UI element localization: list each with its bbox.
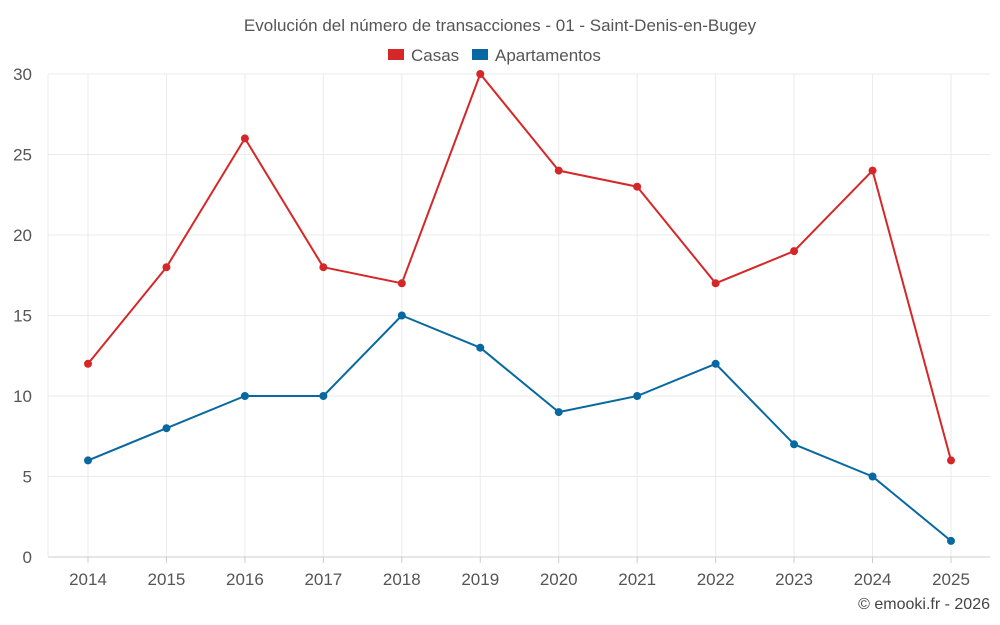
data-point-casas[interactable] xyxy=(240,134,249,143)
data-point-apartamentos[interactable] xyxy=(84,456,92,465)
legend-item-casas[interactable]: Casas xyxy=(388,46,459,65)
grid xyxy=(48,73,990,557)
data-point-casas[interactable] xyxy=(319,263,328,272)
legend-swatch-apartamentos xyxy=(472,49,488,60)
legend-label-casas: Casas xyxy=(411,46,459,65)
data-point-casas[interactable] xyxy=(790,247,799,256)
data-point-casas[interactable] xyxy=(84,359,92,368)
y-tick-label: 30 xyxy=(13,65,32,84)
x-tick-label: 2020 xyxy=(540,570,578,589)
x-tick-label: 2014 xyxy=(69,570,107,589)
y-tick-label: 25 xyxy=(13,146,32,165)
x-axis-ticks: 2014 2015 2016 2017 2018 2019 2020 2021 2022 2023… xyxy=(69,570,970,589)
series-line-apartamentos xyxy=(87,314,952,542)
data-point-casas[interactable] xyxy=(554,166,563,175)
data-point-casas[interactable] xyxy=(476,70,485,78)
data-point-casas[interactable] xyxy=(162,263,171,272)
series-line-casas xyxy=(87,73,952,461)
data-point-apartamentos[interactable] xyxy=(868,472,877,481)
y-axis-ticks: 0 5 10 15 20 25 30 xyxy=(13,65,32,567)
x-tick-label: 2025 xyxy=(932,570,970,589)
y-tick-label: 0 xyxy=(23,548,32,567)
series xyxy=(84,70,955,545)
x-tick-label: 2017 xyxy=(304,570,342,589)
y-tick-label: 15 xyxy=(13,307,32,326)
data-point-apartamentos[interactable] xyxy=(554,408,563,417)
data-point-apartamentos[interactable] xyxy=(319,392,328,400)
data-point-casas[interactable] xyxy=(711,279,720,288)
data-point-apartamentos[interactable] xyxy=(947,536,955,545)
chart-title: Evolución del número de transacciones - … xyxy=(244,16,757,35)
credit-text: © emooki.fr - 2026 xyxy=(858,596,990,613)
x-tick-label: 2022 xyxy=(697,570,735,589)
x-tick-label: 2016 xyxy=(226,570,264,589)
y-tick-label: 5 xyxy=(23,468,32,487)
data-point-apartamentos[interactable] xyxy=(476,343,485,352)
data-point-apartamentos[interactable] xyxy=(162,424,171,433)
data-point-casas[interactable] xyxy=(397,279,406,288)
data-point-apartamentos[interactable] xyxy=(240,392,249,400)
legend: Casas Apartamentos xyxy=(388,46,601,65)
data-point-casas[interactable] xyxy=(868,166,877,175)
x-tick-label: 2021 xyxy=(618,570,656,589)
data-point-casas[interactable] xyxy=(947,456,955,465)
y-tick-label: 10 xyxy=(13,387,32,406)
y-tick-label: 20 xyxy=(13,226,32,245)
data-point-casas[interactable] xyxy=(633,182,642,191)
x-tick-label: 2023 xyxy=(775,570,813,589)
legend-swatch-casas xyxy=(388,49,404,60)
data-point-apartamentos[interactable] xyxy=(397,311,406,320)
data-point-apartamentos[interactable] xyxy=(633,392,642,400)
axes xyxy=(47,74,990,563)
data-point-apartamentos[interactable] xyxy=(790,440,799,449)
data-point-apartamentos[interactable] xyxy=(711,359,720,368)
legend-label-apartamentos: Apartamentos xyxy=(495,46,601,65)
legend-item-apartamentos[interactable]: Apartamentos xyxy=(472,46,601,65)
x-tick-label: 2024 xyxy=(854,570,892,589)
x-tick-label: 2019 xyxy=(461,570,499,589)
x-tick-label: 2018 xyxy=(383,570,421,589)
x-tick-label: 2015 xyxy=(148,570,186,589)
